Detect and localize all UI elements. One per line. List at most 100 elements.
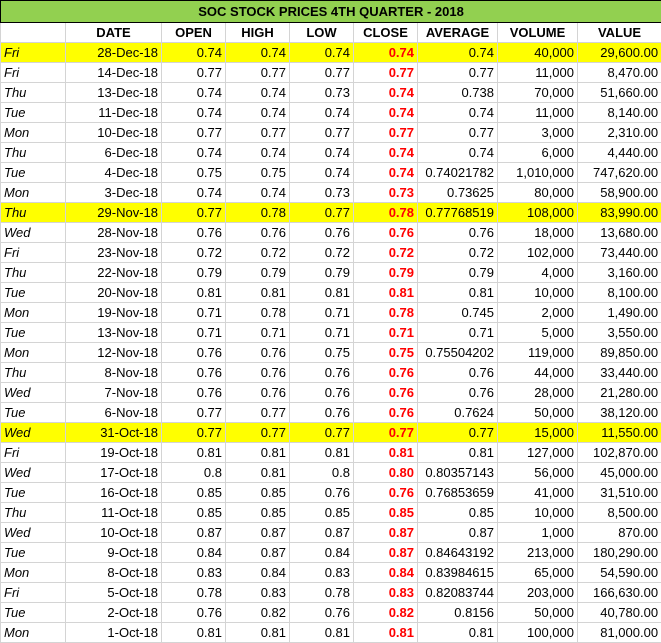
cell-day[interactable]: Mon	[0, 562, 66, 583]
cell-open[interactable]: 0.81	[161, 622, 226, 643]
cell-date[interactable]: 28-Nov-18	[65, 222, 162, 243]
cell-close[interactable]: 0.82	[353, 602, 418, 623]
cell-value[interactable]: 102,870.00	[576, 442, 661, 463]
cell-open[interactable]: 0.77	[161, 202, 226, 223]
cell-volume[interactable]: 65,000	[497, 562, 578, 583]
cell-value[interactable]: 33,440.00	[576, 362, 661, 383]
cell-average[interactable]: 0.87	[417, 522, 498, 543]
cell-high[interactable]: 0.87	[225, 522, 290, 543]
cell-date[interactable]: 13-Nov-18	[65, 322, 162, 343]
cell-value[interactable]: 8,500.00	[576, 502, 661, 523]
cell-high[interactable]: 0.72	[225, 242, 290, 263]
cell-day[interactable]: Wed	[0, 422, 66, 443]
cell-close[interactable]: 0.76	[353, 222, 418, 243]
cell-average[interactable]: 0.745	[417, 302, 498, 323]
sheet-title[interactable]: SOC STOCK PRICES 4TH QUARTER - 2018	[0, 0, 661, 23]
cell-average[interactable]: 0.7624	[417, 402, 498, 423]
cell-value[interactable]: 21,280.00	[576, 382, 661, 403]
cell-close[interactable]: 0.81	[353, 282, 418, 303]
cell-average[interactable]: 0.76	[417, 222, 498, 243]
cell-high[interactable]: 0.84	[225, 562, 290, 583]
cell-average[interactable]: 0.77768519	[417, 202, 498, 223]
cell-close[interactable]: 0.74	[353, 142, 418, 163]
cell-day[interactable]: Tue	[0, 322, 66, 343]
cell-close[interactable]: 0.76	[353, 362, 418, 383]
cell-volume[interactable]: 2,000	[497, 302, 578, 323]
cell-day[interactable]: Tue	[0, 482, 66, 503]
cell-date[interactable]: 31-Oct-18	[65, 422, 162, 443]
cell-average[interactable]: 0.738	[417, 82, 498, 103]
cell-low[interactable]: 0.76	[289, 482, 354, 503]
cell-open[interactable]: 0.76	[161, 362, 226, 383]
cell-day[interactable]: Fri	[0, 582, 66, 603]
cell-volume[interactable]: 213,000	[497, 542, 578, 563]
cell-close[interactable]: 0.76	[353, 482, 418, 503]
cell-day[interactable]: Tue	[0, 542, 66, 563]
cell-volume[interactable]: 11,000	[497, 102, 578, 123]
cell-open[interactable]: 0.85	[161, 482, 226, 503]
cell-close[interactable]: 0.74	[353, 82, 418, 103]
cell-day[interactable]: Fri	[0, 62, 66, 83]
cell-day[interactable]: Mon	[0, 302, 66, 323]
cell-high[interactable]: 0.74	[225, 102, 290, 123]
cell-value[interactable]: 38,120.00	[576, 402, 661, 423]
cell-day[interactable]: Mon	[0, 622, 66, 643]
header-cell-open[interactable]: OPEN	[161, 22, 226, 43]
cell-value[interactable]: 8,140.00	[576, 102, 661, 123]
cell-date[interactable]: 8-Oct-18	[65, 562, 162, 583]
cell-volume[interactable]: 50,000	[497, 602, 578, 623]
cell-high[interactable]: 0.74	[225, 142, 290, 163]
cell-value[interactable]: 11,550.00	[576, 422, 661, 443]
cell-average[interactable]: 0.77	[417, 122, 498, 143]
cell-date[interactable]: 19-Oct-18	[65, 442, 162, 463]
cell-average[interactable]: 0.77	[417, 62, 498, 83]
cell-volume[interactable]: 102,000	[497, 242, 578, 263]
cell-low[interactable]: 0.73	[289, 182, 354, 203]
cell-volume[interactable]: 50,000	[497, 402, 578, 423]
cell-volume[interactable]: 80,000	[497, 182, 578, 203]
cell-close[interactable]: 0.87	[353, 522, 418, 543]
cell-high[interactable]: 0.76	[225, 222, 290, 243]
cell-open[interactable]: 0.81	[161, 442, 226, 463]
cell-date[interactable]: 20-Nov-18	[65, 282, 162, 303]
cell-low[interactable]: 0.77	[289, 62, 354, 83]
cell-close[interactable]: 0.75	[353, 342, 418, 363]
cell-value[interactable]: 73,440.00	[576, 242, 661, 263]
cell-average[interactable]: 0.81	[417, 442, 498, 463]
cell-close[interactable]: 0.78	[353, 202, 418, 223]
cell-value[interactable]: 180,290.00	[576, 542, 661, 563]
cell-value[interactable]: 89,850.00	[576, 342, 661, 363]
cell-close[interactable]: 0.74	[353, 162, 418, 183]
cell-low[interactable]: 0.76	[289, 602, 354, 623]
cell-open[interactable]: 0.74	[161, 182, 226, 203]
cell-value[interactable]: 29,600.00	[576, 42, 661, 63]
cell-average[interactable]: 0.81	[417, 622, 498, 643]
cell-high[interactable]: 0.82	[225, 602, 290, 623]
cell-low[interactable]: 0.74	[289, 162, 354, 183]
cell-average[interactable]: 0.74	[417, 102, 498, 123]
cell-volume[interactable]: 56,000	[497, 462, 578, 483]
cell-value[interactable]: 3,550.00	[576, 322, 661, 343]
cell-low[interactable]: 0.76	[289, 362, 354, 383]
cell-date[interactable]: 10-Dec-18	[65, 122, 162, 143]
cell-volume[interactable]: 108,000	[497, 202, 578, 223]
cell-volume[interactable]: 1,010,000	[497, 162, 578, 183]
cell-open[interactable]: 0.76	[161, 602, 226, 623]
cell-volume[interactable]: 127,000	[497, 442, 578, 463]
cell-low[interactable]: 0.8	[289, 462, 354, 483]
cell-close[interactable]: 0.79	[353, 262, 418, 283]
cell-close[interactable]: 0.87	[353, 542, 418, 563]
header-cell-date[interactable]: DATE	[65, 22, 162, 43]
cell-date[interactable]: 8-Nov-18	[65, 362, 162, 383]
cell-high[interactable]: 0.77	[225, 62, 290, 83]
cell-date[interactable]: 16-Oct-18	[65, 482, 162, 503]
cell-volume[interactable]: 3,000	[497, 122, 578, 143]
cell-average[interactable]: 0.73625	[417, 182, 498, 203]
cell-high[interactable]: 0.87	[225, 542, 290, 563]
cell-high[interactable]: 0.85	[225, 502, 290, 523]
cell-low[interactable]: 0.77	[289, 202, 354, 223]
cell-volume[interactable]: 10,000	[497, 282, 578, 303]
cell-low[interactable]: 0.71	[289, 302, 354, 323]
cell-average[interactable]: 0.84643192	[417, 542, 498, 563]
cell-day[interactable]: Wed	[0, 522, 66, 543]
